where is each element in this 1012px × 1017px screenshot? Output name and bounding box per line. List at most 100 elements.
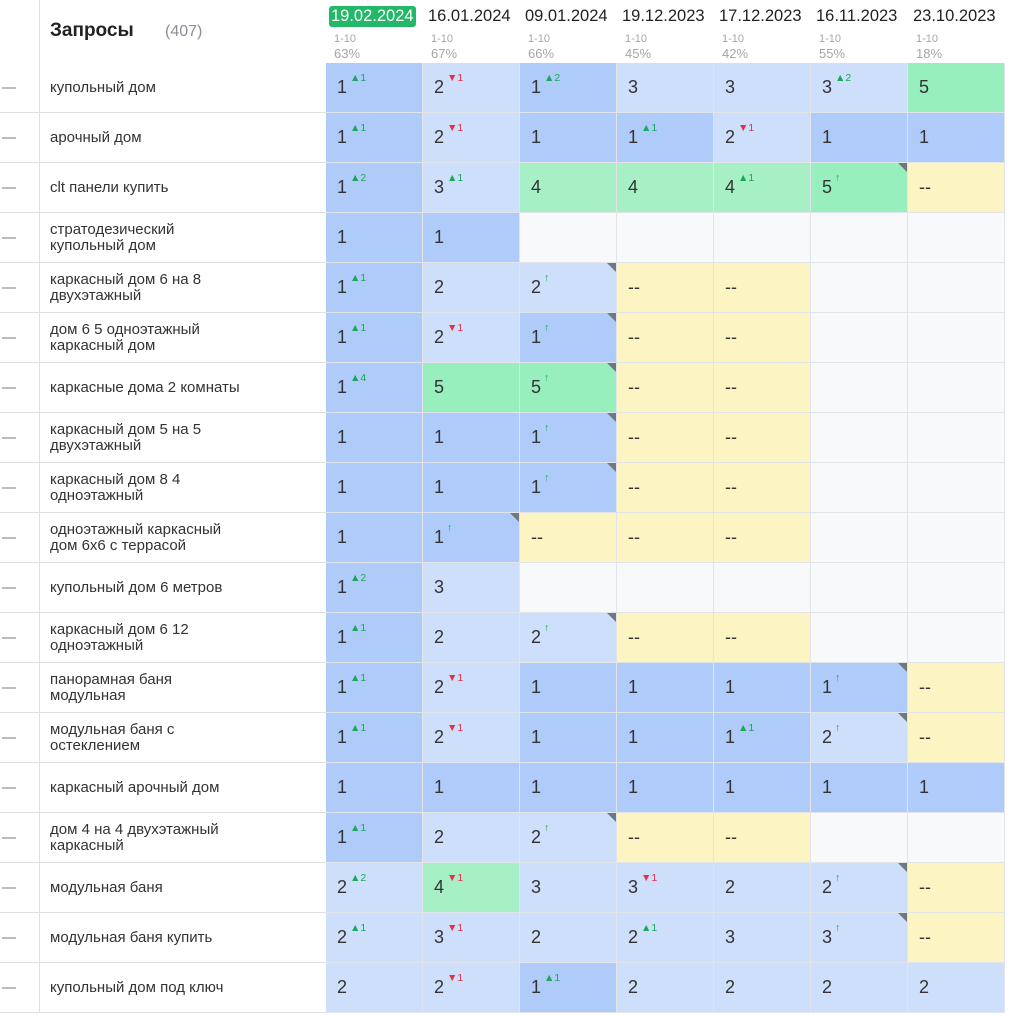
position-cell[interactable]: 3 [520, 863, 617, 913]
position-cell[interactable]: 3 ▼1 [617, 863, 714, 913]
position-cell[interactable]: 2 ▲2 [326, 863, 423, 913]
drag-handle[interactable] [0, 763, 40, 813]
date-label[interactable]: 09.01.2024 [525, 7, 608, 25]
date-label[interactable]: 19.02.2024 [329, 6, 416, 27]
position-cell[interactable]: 1 [908, 113, 1005, 163]
position-cell[interactable] [811, 263, 908, 313]
position-cell[interactable]: -- [714, 613, 811, 663]
position-cell[interactable]: 1 ▲1 [326, 263, 423, 313]
query-cell[interactable]: каркасный дом 6 на 8 двухэтажный [40, 263, 326, 313]
query-cell[interactable]: каркасный арочный дом [40, 763, 326, 813]
position-cell[interactable]: 5 ↑ [811, 163, 908, 213]
position-cell[interactable]: -- [908, 663, 1005, 713]
position-cell[interactable]: 1 ▲1 [326, 63, 423, 113]
position-cell[interactable]: -- [617, 263, 714, 313]
position-cell[interactable]: 3 [423, 563, 520, 613]
position-cell[interactable] [908, 613, 1005, 663]
position-cell[interactable]: 1 ↑ [520, 413, 617, 463]
query-cell[interactable]: каркасный дом 5 на 5 двухэтажный [40, 413, 326, 463]
date-column-header[interactable]: 19.12.2023 1-10 45% [617, 0, 714, 63]
position-cell[interactable]: 1 [908, 763, 1005, 813]
drag-handle[interactable] [0, 963, 40, 1013]
drag-handle[interactable] [0, 713, 40, 763]
position-cell[interactable]: 1 [520, 113, 617, 163]
position-cell[interactable]: -- [617, 513, 714, 563]
position-cell[interactable]: 1 ▲1 [714, 713, 811, 763]
position-cell[interactable]: 1 [423, 413, 520, 463]
position-cell[interactable]: 2 ↑ [520, 263, 617, 313]
position-cell[interactable]: 1 ↑ [811, 663, 908, 713]
drag-handle[interactable] [0, 463, 40, 513]
position-cell[interactable]: 1 [714, 663, 811, 713]
position-cell[interactable]: 2 [811, 963, 908, 1013]
position-cell[interactable]: 2 ↑ [811, 863, 908, 913]
position-cell[interactable]: 2 ▼1 [714, 113, 811, 163]
drag-handle[interactable] [0, 263, 40, 313]
position-cell[interactable]: 1 [617, 713, 714, 763]
position-cell[interactable] [811, 563, 908, 613]
position-cell[interactable]: 3 [617, 63, 714, 113]
position-cell[interactable]: 2 [326, 963, 423, 1013]
date-column-header[interactable]: 16.01.2024 1-10 67% [423, 0, 520, 63]
date-label[interactable]: 23.10.2023 [913, 7, 996, 25]
position-cell[interactable]: 3 ▲2 [811, 63, 908, 113]
drag-handle[interactable] [0, 913, 40, 963]
position-cell[interactable]: 3 [714, 63, 811, 113]
query-cell[interactable]: дом 6 5 одноэтажный каркасный дом [40, 313, 326, 363]
position-cell[interactable]: 1 [326, 513, 423, 563]
position-cell[interactable] [908, 363, 1005, 413]
drag-handle[interactable] [0, 813, 40, 863]
position-cell[interactable] [714, 563, 811, 613]
drag-handle[interactable] [0, 613, 40, 663]
position-cell[interactable] [908, 213, 1005, 263]
position-cell[interactable]: 1 ▲1 [326, 313, 423, 363]
date-label[interactable]: 16.01.2024 [428, 7, 511, 25]
position-cell[interactable]: 4 ▲1 [714, 163, 811, 213]
query-cell[interactable]: дом 4 на 4 двухэтажный каркасный [40, 813, 326, 863]
position-cell[interactable]: 1 [520, 763, 617, 813]
position-cell[interactable]: 2 ▼1 [423, 663, 520, 713]
position-cell[interactable]: 5 [908, 63, 1005, 113]
position-cell[interactable]: 1 ▲1 [326, 113, 423, 163]
position-cell[interactable]: 4 [617, 163, 714, 213]
position-cell[interactable] [908, 513, 1005, 563]
position-cell[interactable]: -- [714, 513, 811, 563]
date-label[interactable]: 16.11.2023 [816, 7, 898, 25]
position-cell[interactable]: 4 ▼1 [423, 863, 520, 913]
position-cell[interactable]: 2 [423, 613, 520, 663]
position-cell[interactable]: -- [520, 513, 617, 563]
drag-handle[interactable] [0, 313, 40, 363]
position-cell[interactable]: 1 [520, 663, 617, 713]
date-column-header[interactable]: 17.12.2023 1-10 42% [714, 0, 811, 63]
position-cell[interactable]: 1 [326, 413, 423, 463]
drag-handle[interactable] [0, 513, 40, 563]
position-cell[interactable]: 2 [520, 913, 617, 963]
position-cell[interactable]: 1 [617, 763, 714, 813]
query-cell[interactable]: модульная баня с остеклением [40, 713, 326, 763]
position-cell[interactable]: 1 ↑ [423, 513, 520, 563]
date-column-header[interactable]: 23.10.2023 1-10 18% [908, 0, 1005, 63]
position-cell[interactable]: 2 [714, 863, 811, 913]
position-cell[interactable]: -- [908, 863, 1005, 913]
position-cell[interactable]: 2 ▼1 [423, 63, 520, 113]
position-cell[interactable]: -- [908, 163, 1005, 213]
position-cell[interactable]: 1 ▲1 [617, 113, 714, 163]
position-cell[interactable] [811, 613, 908, 663]
position-cell[interactable] [908, 563, 1005, 613]
query-cell[interactable]: купольный дом под ключ [40, 963, 326, 1013]
position-cell[interactable]: -- [617, 413, 714, 463]
position-cell[interactable]: 5 ↑ [520, 363, 617, 413]
position-cell[interactable]: 1 ↑ [520, 463, 617, 513]
position-cell[interactable]: 3 ▲1 [423, 163, 520, 213]
position-cell[interactable] [811, 813, 908, 863]
position-cell[interactable]: 1 [811, 113, 908, 163]
drag-handle[interactable] [0, 113, 40, 163]
position-cell[interactable]: 2 [908, 963, 1005, 1013]
position-cell[interactable]: 1 ↑ [520, 313, 617, 363]
position-cell[interactable]: -- [714, 413, 811, 463]
position-cell[interactable] [811, 313, 908, 363]
position-cell[interactable]: 1 [326, 463, 423, 513]
position-cell[interactable] [520, 213, 617, 263]
position-cell[interactable]: -- [617, 363, 714, 413]
position-cell[interactable]: 1 ▲2 [326, 563, 423, 613]
